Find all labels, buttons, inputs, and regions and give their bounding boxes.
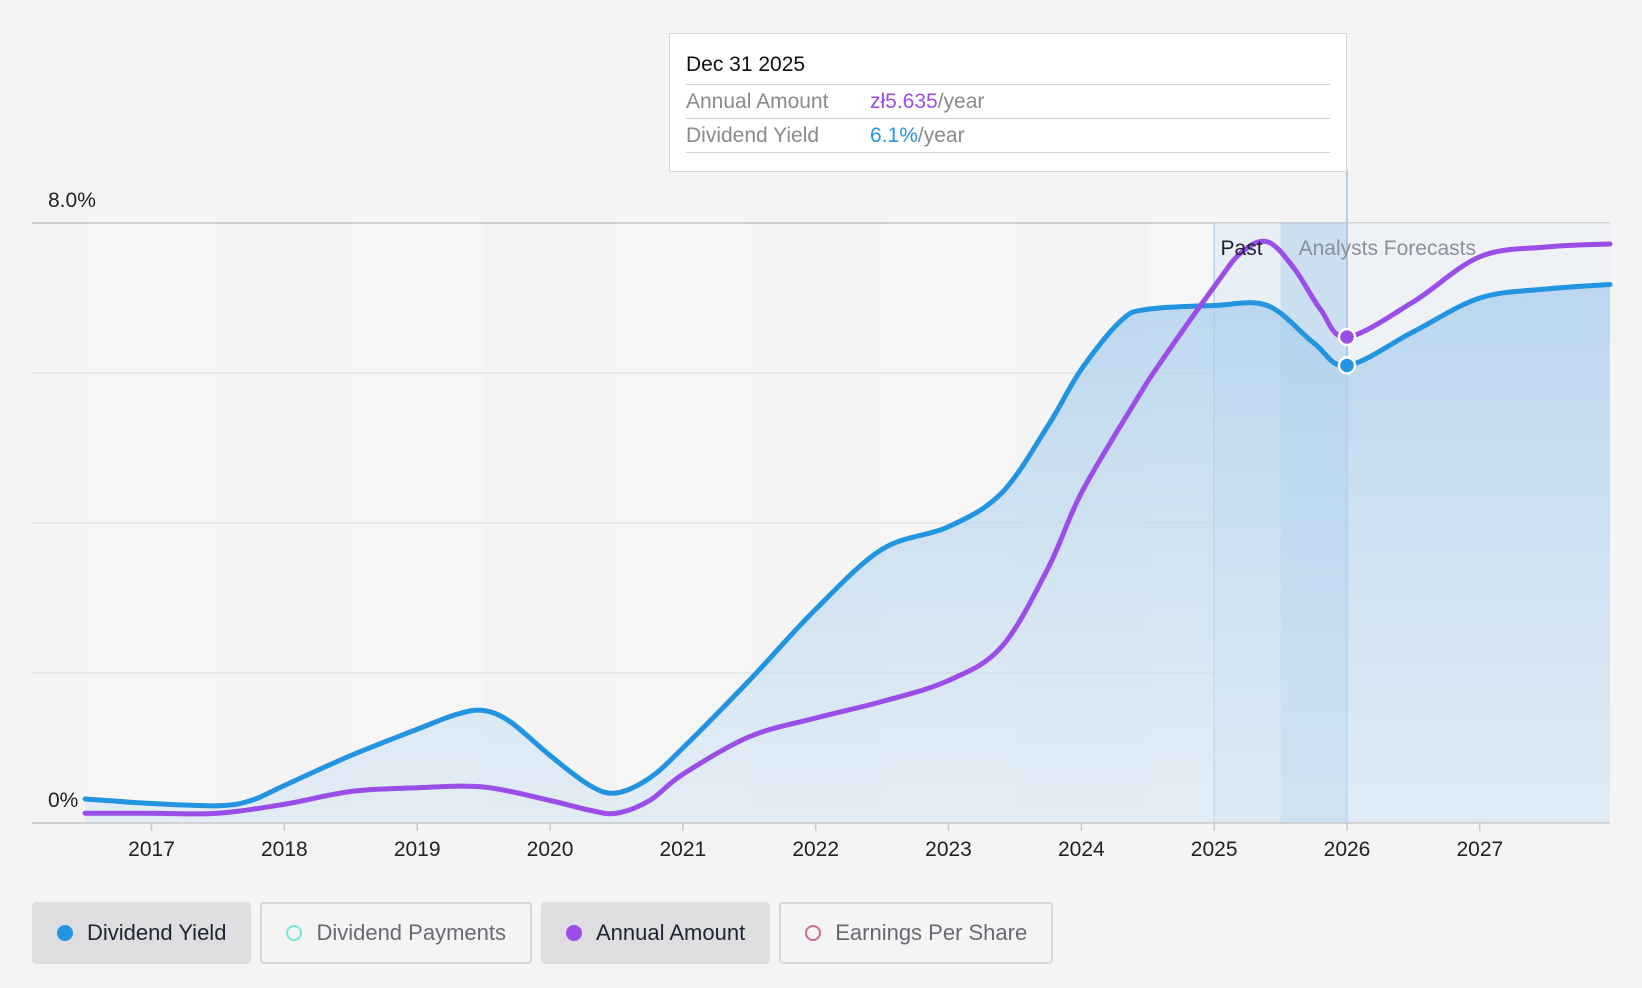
x-tick-label: 2026: [1324, 838, 1371, 861]
legend-item-dividend-yield[interactable]: Dividend Yield: [32, 902, 252, 964]
legend-dot-icon: [57, 925, 73, 941]
legend-label: Dividend Yield: [87, 920, 227, 945]
legend-dot-icon: [565, 925, 582, 941]
tooltip-date: Dec 31 2025: [686, 50, 1330, 85]
x-tick-label: 2019: [394, 838, 441, 861]
annual-amount-line: [82, 238, 1613, 817]
legend-item-dividend-payments[interactable]: Dividend Payments: [260, 902, 532, 964]
x-tick-label: 2024: [1058, 838, 1105, 861]
legend-item-earnings-per-share[interactable]: Earnings Per Share: [779, 902, 1054, 964]
x-tick-label: 2017: [128, 838, 175, 861]
y-tick-label: 0%: [48, 789, 78, 812]
tooltip-value: zł5.635: [870, 90, 938, 113]
legend: Dividend Yield Dividend Payments Annual …: [32, 902, 1054, 964]
legend-label: Earnings Per Share: [835, 920, 1028, 945]
x-tick-label: 2025: [1191, 838, 1238, 861]
legend-label: Dividend Payments: [316, 920, 506, 945]
tooltip-row-annual-amount: Annual Amount zł5.635 /year: [686, 85, 1330, 119]
legend-dot-icon: [805, 925, 822, 941]
tooltip: Dec 31 2025 Annual Amount zł5.635 /year …: [669, 33, 1347, 172]
dividend-yield-line: [82, 282, 1613, 809]
legend-label: Annual Amount: [595, 920, 746, 945]
x-tick-label: 2027: [1456, 838, 1503, 861]
legend-dot-icon: [286, 925, 303, 941]
x-tick-label: 2021: [659, 838, 706, 861]
tooltip-row-dividend-yield: Dividend Yield 6.1% /year: [686, 119, 1330, 153]
tooltip-label: Annual Amount: [686, 90, 829, 113]
annual-amount-highlight-point: [1337, 327, 1357, 347]
x-tick-label: 2020: [527, 838, 574, 861]
dividend-yield-area: [85, 284, 1610, 823]
x-tick-label: 2023: [925, 838, 972, 861]
y-tick-label: 8.0%: [48, 189, 96, 212]
tooltip-label: Dividend Yield: [686, 124, 820, 147]
legend-item-annual-amount[interactable]: Annual Amount: [540, 902, 771, 964]
tooltip-unit: /year: [917, 124, 965, 147]
past-label: Past: [1221, 237, 1263, 260]
tooltip-value: 6.1%: [870, 124, 918, 147]
x-tick-label: 2022: [792, 838, 839, 861]
x-tick-label: 2018: [261, 838, 308, 861]
forecast-label: Analysts Forecasts: [1299, 237, 1476, 260]
x-axis: [32, 822, 1610, 831]
dividend-yield-highlight-point: [1337, 356, 1357, 375]
tooltip-unit: /year: [937, 90, 985, 113]
